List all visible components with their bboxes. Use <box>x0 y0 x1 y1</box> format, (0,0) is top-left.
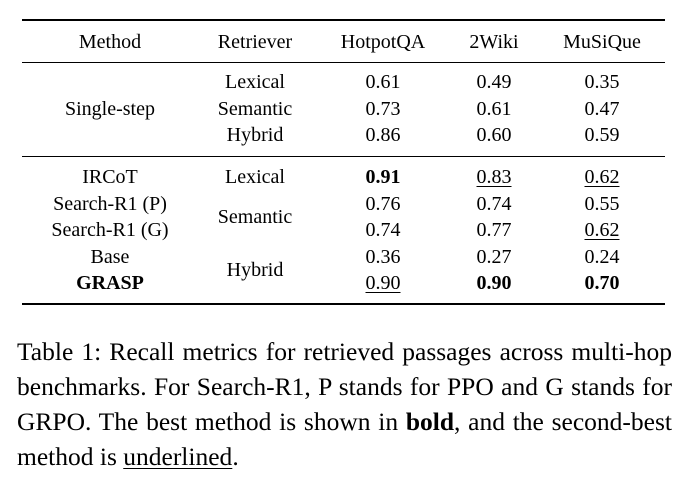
score: 0.86 <box>365 124 401 146</box>
method: Search-R1 (P) <box>53 192 167 215</box>
score: 0.55 <box>584 192 620 215</box>
score: 0.74 <box>365 219 401 241</box>
score: 0.83 <box>476 166 512 188</box>
column-header: Method <box>78 31 142 53</box>
score: 0.91 <box>365 166 401 188</box>
method: IRCoT <box>82 166 138 188</box>
score: 0.61 <box>476 97 512 120</box>
score: 0.90 <box>365 272 401 294</box>
score: 0.27 <box>476 245 512 268</box>
caption-text: bold <box>405 407 455 436</box>
score: 0.77 <box>476 219 512 241</box>
method: Search-R1 (G) <box>51 219 169 241</box>
caption-text: , and the second-best method is <box>17 407 673 471</box>
column-header: HotpotQA <box>340 31 426 53</box>
retriever: Hybrid <box>226 258 284 281</box>
caption-text: . <box>232 442 239 471</box>
score: 0.74 <box>476 192 512 215</box>
header-rule <box>22 62 665 63</box>
score: 0.73 <box>365 97 401 120</box>
column-header: 2Wiki <box>469 31 519 53</box>
bottom-rule <box>22 303 665 305</box>
caption-text: underlined <box>123 442 233 471</box>
score: 0.59 <box>584 124 620 146</box>
column-header: MuSiQue <box>563 31 641 53</box>
score: 0.60 <box>476 124 512 146</box>
column-header: Retriever <box>217 31 293 53</box>
retriever: Lexical <box>225 166 285 188</box>
score: 0.49 <box>476 71 512 93</box>
caption: Table 1: Recall metrics for retrieved pa… <box>17 334 672 474</box>
score: 0.61 <box>365 71 401 93</box>
score: 0.76 <box>365 192 401 215</box>
score: 0.90 <box>476 272 512 294</box>
method: Base <box>90 245 130 268</box>
score: 0.24 <box>584 245 620 268</box>
caption-text: Table 1: Recall metrics for retrieved pa… <box>17 337 672 436</box>
retriever: Lexical <box>225 71 285 93</box>
score: 0.47 <box>584 97 620 120</box>
method: GRASP <box>76 272 144 294</box>
top-rule <box>22 19 665 21</box>
retriever: Semantic <box>217 97 293 120</box>
score: 0.36 <box>365 245 401 268</box>
score: 0.62 <box>584 219 620 241</box>
score: 0.35 <box>584 71 620 93</box>
score: 0.70 <box>584 272 620 294</box>
group-rule <box>22 156 665 157</box>
retriever: Semantic <box>217 205 293 228</box>
retriever: Hybrid <box>226 124 284 146</box>
score: 0.62 <box>584 166 620 188</box>
method: Single-step <box>65 97 155 120</box>
